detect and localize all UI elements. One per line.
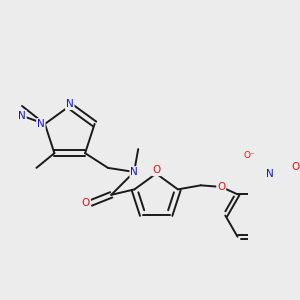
Text: O: O [291,162,300,172]
Text: O: O [152,165,160,175]
Text: O: O [82,198,90,208]
Text: N: N [18,111,26,121]
Text: N: N [37,119,45,129]
Text: N: N [66,99,74,109]
Text: O: O [217,182,225,192]
Text: N: N [130,167,138,177]
Text: O⁻: O⁻ [243,152,255,160]
Text: N: N [266,169,274,179]
